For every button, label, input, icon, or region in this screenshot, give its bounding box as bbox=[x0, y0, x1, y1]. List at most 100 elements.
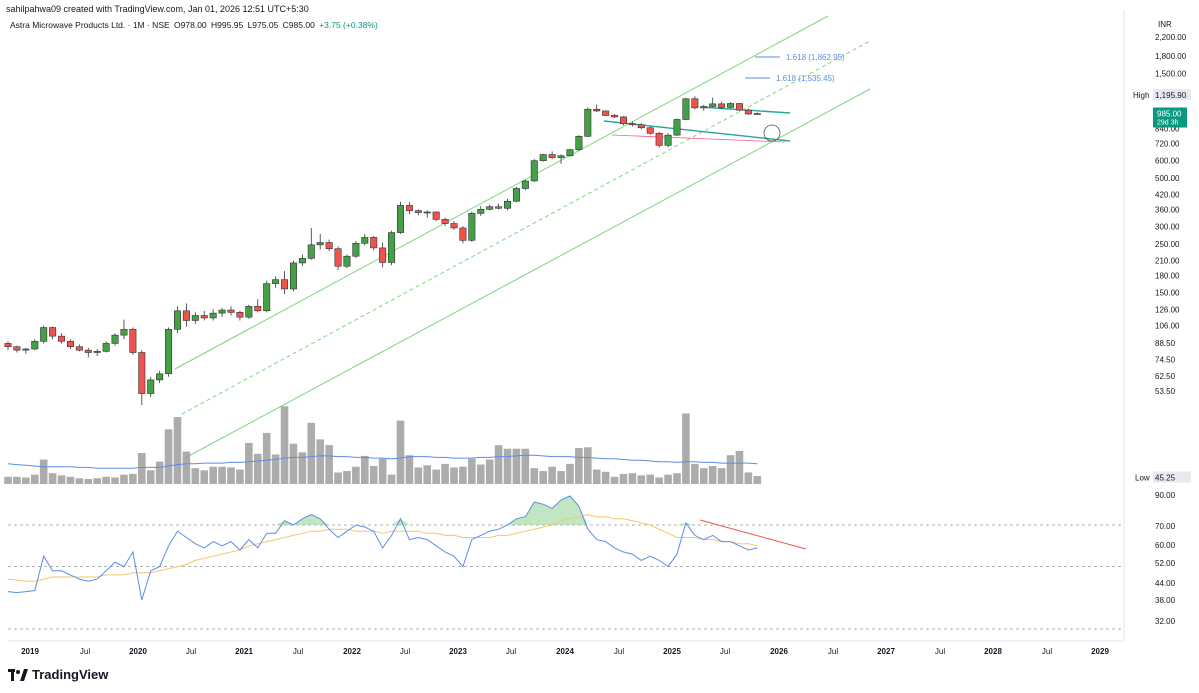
candle-body bbox=[129, 329, 137, 353]
candle-body bbox=[272, 279, 280, 284]
rsi-overbought-fill bbox=[391, 518, 410, 525]
candle-body bbox=[281, 279, 289, 290]
candle-body bbox=[165, 329, 173, 375]
candle-body bbox=[49, 327, 57, 337]
candle-body bbox=[200, 315, 208, 319]
candle-body bbox=[423, 211, 431, 214]
price-axis-tick: 600.00 bbox=[1155, 157, 1180, 166]
volume-bar bbox=[557, 471, 565, 484]
candle-body bbox=[147, 379, 155, 394]
candle-body bbox=[307, 244, 315, 259]
volume-bar bbox=[726, 455, 735, 484]
volume-bar bbox=[753, 476, 762, 484]
volume-bar bbox=[173, 417, 182, 484]
ohlc-close: C985.00 bbox=[282, 20, 315, 30]
time-axis-tick: 2024 bbox=[556, 647, 574, 656]
candle-body bbox=[557, 155, 565, 158]
highlight-circle bbox=[763, 124, 781, 142]
symbol-legend: Astra Microwave Products Ltd. · 1M · NSE… bbox=[10, 20, 378, 30]
volume-bar bbox=[325, 445, 333, 484]
candle-body bbox=[4, 343, 12, 348]
fib-level-label: 1.618 (1,862.95) bbox=[786, 53, 845, 62]
candle-body bbox=[191, 315, 199, 321]
candle-body bbox=[13, 346, 21, 351]
volume-bar bbox=[459, 466, 467, 484]
time-axis-tick: Jul bbox=[720, 647, 730, 656]
time-axis-tick: Jul bbox=[506, 647, 516, 656]
volume-bar bbox=[182, 451, 191, 484]
candle-body bbox=[120, 329, 128, 336]
volume-bar bbox=[334, 472, 342, 484]
high-tag-label: High bbox=[1133, 91, 1149, 100]
high-tag-value: 1,195.90 bbox=[1155, 91, 1187, 100]
last-price-tag bbox=[1153, 107, 1187, 128]
volume-bar bbox=[485, 459, 494, 484]
volume-bar bbox=[628, 473, 637, 484]
time-axis-tick: 2021 bbox=[235, 647, 253, 656]
pink-support-line bbox=[611, 134, 786, 143]
price-axis-tick: 62.50 bbox=[1155, 372, 1176, 381]
rsi-overbought-fill bbox=[275, 520, 294, 525]
volume-bar bbox=[476, 464, 485, 484]
volume-bar bbox=[57, 475, 66, 484]
volume-bar bbox=[129, 473, 137, 484]
candle-body bbox=[102, 343, 110, 352]
time-axis-tick: Jul bbox=[293, 647, 303, 656]
volume-bar bbox=[352, 466, 360, 484]
volume-bar bbox=[111, 477, 119, 484]
candle-body bbox=[325, 242, 333, 250]
candle-body bbox=[156, 373, 164, 381]
candle-body bbox=[655, 133, 663, 146]
tradingview-wordmark: TradingView bbox=[32, 667, 109, 682]
time-axis-tick: Jul bbox=[1042, 647, 1052, 656]
time-axis-tick: 2027 bbox=[877, 647, 895, 656]
candle-body bbox=[486, 206, 494, 210]
volume-bar bbox=[387, 474, 396, 484]
candle-body bbox=[566, 149, 574, 157]
rsi-line bbox=[7, 495, 758, 601]
rsi-overbought-fill bbox=[507, 495, 588, 525]
volume-bar bbox=[646, 474, 655, 484]
candle-body bbox=[504, 200, 512, 209]
time-axis-tick: Jul bbox=[400, 647, 410, 656]
volume-bar bbox=[4, 476, 12, 484]
low-tag-value: 45.25 bbox=[1155, 474, 1176, 483]
volume-bar bbox=[280, 406, 289, 484]
volume-bar bbox=[102, 476, 110, 484]
candle-body bbox=[93, 351, 101, 353]
candle-body bbox=[396, 205, 404, 233]
volume-bar bbox=[307, 422, 316, 484]
volume-bar bbox=[423, 465, 432, 484]
candle-body bbox=[602, 110, 610, 116]
candle-body bbox=[379, 247, 387, 263]
time-axis-tick: 2022 bbox=[343, 647, 361, 656]
volume-bar bbox=[441, 463, 449, 484]
tradingview-logo[interactable]: TradingView bbox=[8, 667, 108, 682]
volume-bar bbox=[468, 458, 476, 484]
price-axis-tick: 1,500.00 bbox=[1155, 69, 1187, 78]
rsi-axis-tick: 38.00 bbox=[1155, 596, 1176, 605]
candle-body bbox=[414, 210, 422, 213]
candle-body bbox=[664, 134, 672, 146]
candle-body bbox=[432, 211, 440, 220]
candle-body bbox=[236, 312, 244, 318]
candle-body bbox=[334, 248, 342, 267]
volume-bar bbox=[84, 478, 93, 484]
volume-bar bbox=[673, 473, 681, 484]
rsi-axis-tick: 90.00 bbox=[1155, 491, 1176, 500]
candle-body bbox=[727, 103, 735, 108]
time-axis-tick: 2029 bbox=[1091, 647, 1109, 656]
candle-body bbox=[700, 106, 708, 109]
volume-bar bbox=[396, 420, 405, 484]
candle-body bbox=[512, 188, 520, 202]
volume-bar bbox=[432, 469, 440, 484]
price-axis-tick: 840.00 bbox=[1155, 125, 1180, 134]
volume-bar bbox=[592, 469, 601, 484]
price-axis-tick: 126.00 bbox=[1155, 305, 1180, 314]
candle-body bbox=[298, 258, 306, 264]
candle-body bbox=[370, 237, 378, 249]
price-axis-tick: 250.00 bbox=[1155, 240, 1180, 249]
volume-bar bbox=[298, 452, 307, 484]
volume-bar bbox=[503, 448, 512, 484]
